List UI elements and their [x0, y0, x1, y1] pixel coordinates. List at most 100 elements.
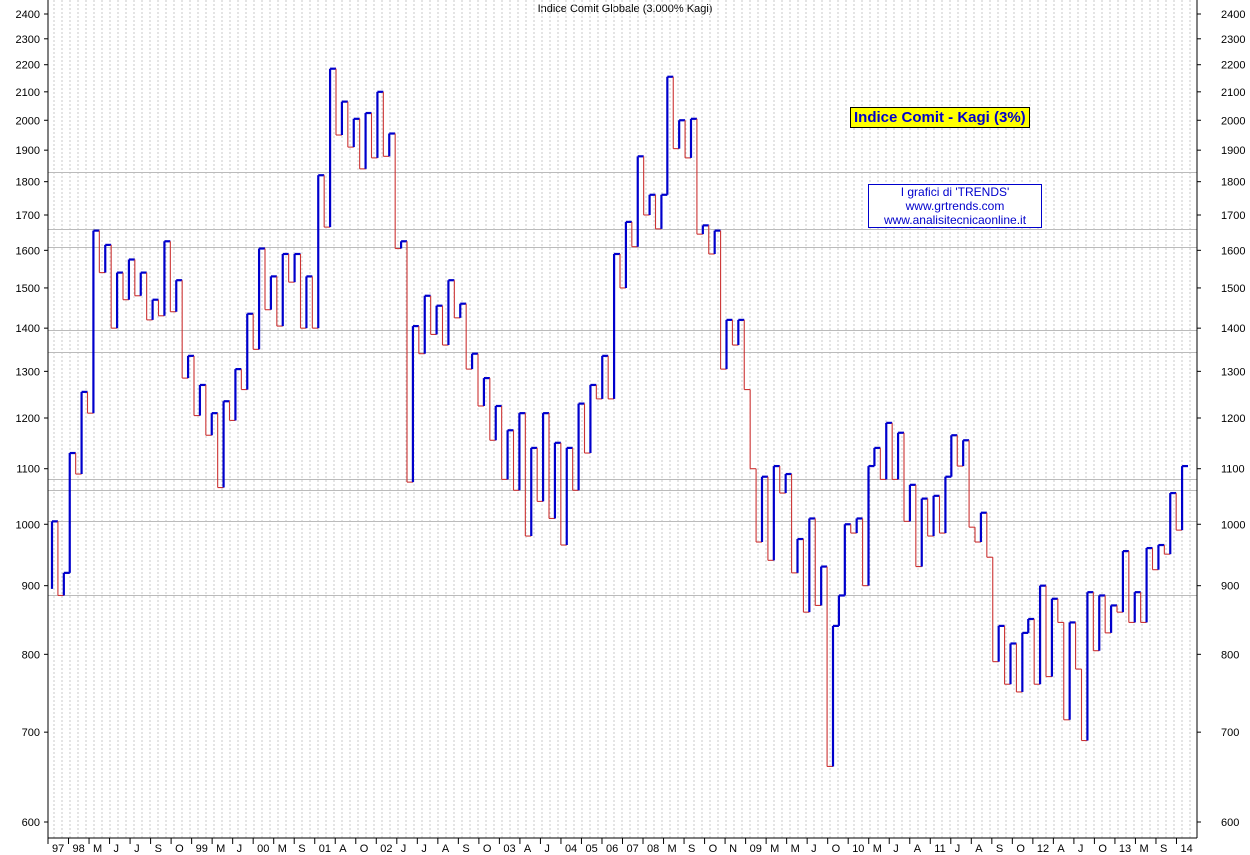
- y-tick-label-right: 1400: [1221, 323, 1245, 335]
- x-tick-label: M: [93, 843, 102, 855]
- y-tick-label-left: 600: [22, 817, 40, 829]
- x-tick-label: 01: [319, 843, 331, 855]
- x-tick-label: J: [811, 843, 817, 855]
- x-tick-label: 06: [606, 843, 618, 855]
- x-tick-label: O: [360, 843, 369, 855]
- y-tick-label-right: 600: [1221, 817, 1239, 829]
- y-tick-label-left: 1000: [16, 519, 40, 531]
- x-tick-label: N: [729, 843, 737, 855]
- y-tick-label-left: 2000: [16, 115, 40, 127]
- x-tick-label: O: [709, 843, 718, 855]
- x-tick-label: A: [442, 843, 450, 855]
- y-tick-label-right: 1200: [1221, 413, 1245, 425]
- y-tick-label-right: 2400: [1221, 9, 1245, 21]
- y-tick-label-right: 1500: [1221, 283, 1245, 295]
- y-tick-label-left: 2200: [16, 60, 40, 72]
- x-tick-label: 12: [1037, 843, 1049, 855]
- x-tick-label: M: [278, 843, 287, 855]
- y-tick-label-left: 1300: [16, 366, 40, 378]
- x-tick-label: J: [1078, 843, 1084, 855]
- x-tick-label: J: [401, 843, 407, 855]
- x-tick-label: M: [770, 843, 779, 855]
- credits-box: I grafici di 'TRENDS' www.grtrends.com w…: [868, 184, 1042, 228]
- x-tick-label: M: [668, 843, 677, 855]
- x-tick-label: M: [216, 843, 225, 855]
- x-tick-label: O: [175, 843, 184, 855]
- x-tick-label: J: [955, 843, 961, 855]
- x-tick-label: S: [462, 843, 469, 855]
- y-tick-label-left: 800: [22, 649, 40, 661]
- x-tick-label: 99: [196, 843, 208, 855]
- x-tick-label: A: [914, 843, 922, 855]
- kagi-series: [50, 67, 1188, 767]
- y-tick-label-left: 1900: [16, 145, 40, 157]
- x-tick-label: A: [524, 843, 532, 855]
- x-tick-label: J: [114, 843, 120, 855]
- x-tick-label: O: [483, 843, 492, 855]
- x-tick-label: A: [1057, 843, 1065, 855]
- x-tick-label: 00: [257, 843, 269, 855]
- y-tick-label-right: 2300: [1221, 34, 1245, 46]
- x-tick-label: A: [339, 843, 347, 855]
- x-tick-label: J: [544, 843, 550, 855]
- y-tick-label-right: 900: [1221, 581, 1239, 593]
- x-tick-label: O: [832, 843, 841, 855]
- x-tick-label: O: [1016, 843, 1025, 855]
- y-tick-label-left: 1800: [16, 177, 40, 189]
- x-tick-label: 97: [52, 843, 64, 855]
- y-tick-label-left: 1500: [16, 283, 40, 295]
- x-tick-label: 13: [1119, 843, 1131, 855]
- y-tick-label-left: 1200: [16, 413, 40, 425]
- horizontal-lines: [48, 172, 1197, 596]
- x-tick-label: 02: [380, 843, 392, 855]
- x-tick-label: S: [688, 843, 695, 855]
- x-tick-label: O: [1098, 843, 1107, 855]
- x-tick-label: 04: [565, 843, 577, 855]
- y-tick-label-left: 1400: [16, 323, 40, 335]
- x-tick-label: 98: [73, 843, 85, 855]
- x-tick-label: 11: [934, 843, 945, 855]
- x-tick-label: M: [873, 843, 882, 855]
- x-tick-label: S: [155, 843, 162, 855]
- y-axis-ticks: 600 700 800 900 1000 1100 1200 1300 1400 1500 1600…: [16, 9, 1246, 829]
- x-tick-label: 10: [852, 843, 864, 855]
- x-tick-label: S: [1160, 843, 1167, 855]
- annotation-box: Indice Comit - Kagi (3%): [850, 107, 1030, 128]
- y-tick-label-left: 2400: [16, 9, 40, 21]
- y-tick-label-left: 1700: [16, 210, 40, 222]
- y-tick-label-right: 1700: [1221, 210, 1245, 222]
- x-tick-label: J: [893, 843, 899, 855]
- x-tick-label: 09: [750, 843, 762, 855]
- y-tick-label-right: 1800: [1221, 177, 1245, 189]
- y-tick-label-left: 2100: [16, 87, 40, 99]
- x-tick-label: 08: [647, 843, 659, 855]
- y-tick-label-left: 900: [22, 581, 40, 593]
- x-tick-label: J: [421, 843, 427, 855]
- credit-line-3: www.analisitecnicaonline.it: [883, 213, 1027, 227]
- x-tick-label: 03: [503, 843, 515, 855]
- chart-title: Indice Comit Globale (3.000% Kagi): [537, 3, 713, 15]
- y-tick-label-right: 1300: [1221, 366, 1245, 378]
- y-tick-label-right: 800: [1221, 649, 1239, 661]
- credit-line-1: I grafici di 'TRENDS': [900, 185, 1010, 199]
- y-tick-label-right: 2200: [1221, 60, 1245, 72]
- y-tick-label-left: 1600: [16, 245, 40, 257]
- x-tick-label: A: [975, 843, 983, 855]
- x-tick-label: J: [237, 843, 243, 855]
- y-tick-label-right: 2100: [1221, 87, 1245, 99]
- x-tick-label: 05: [585, 843, 597, 855]
- x-tick-label: S: [298, 843, 305, 855]
- credit-line-2: www.grtrends.com: [905, 199, 1005, 213]
- x-tick-label: M: [791, 843, 800, 855]
- x-tick-label: M: [1139, 843, 1148, 855]
- y-tick-label-right: 1100: [1221, 464, 1245, 476]
- y-tick-label-right: 1000: [1221, 519, 1245, 531]
- y-tick-label-left: 1100: [16, 464, 40, 476]
- x-tick-label: 14: [1180, 843, 1192, 855]
- y-tick-label-left: 2300: [16, 34, 40, 46]
- x-tick-label: J: [134, 843, 140, 855]
- x-tick-label: 07: [627, 843, 639, 855]
- y-tick-label-right: 1600: [1221, 245, 1245, 257]
- y-tick-label-right: 1900: [1221, 145, 1245, 157]
